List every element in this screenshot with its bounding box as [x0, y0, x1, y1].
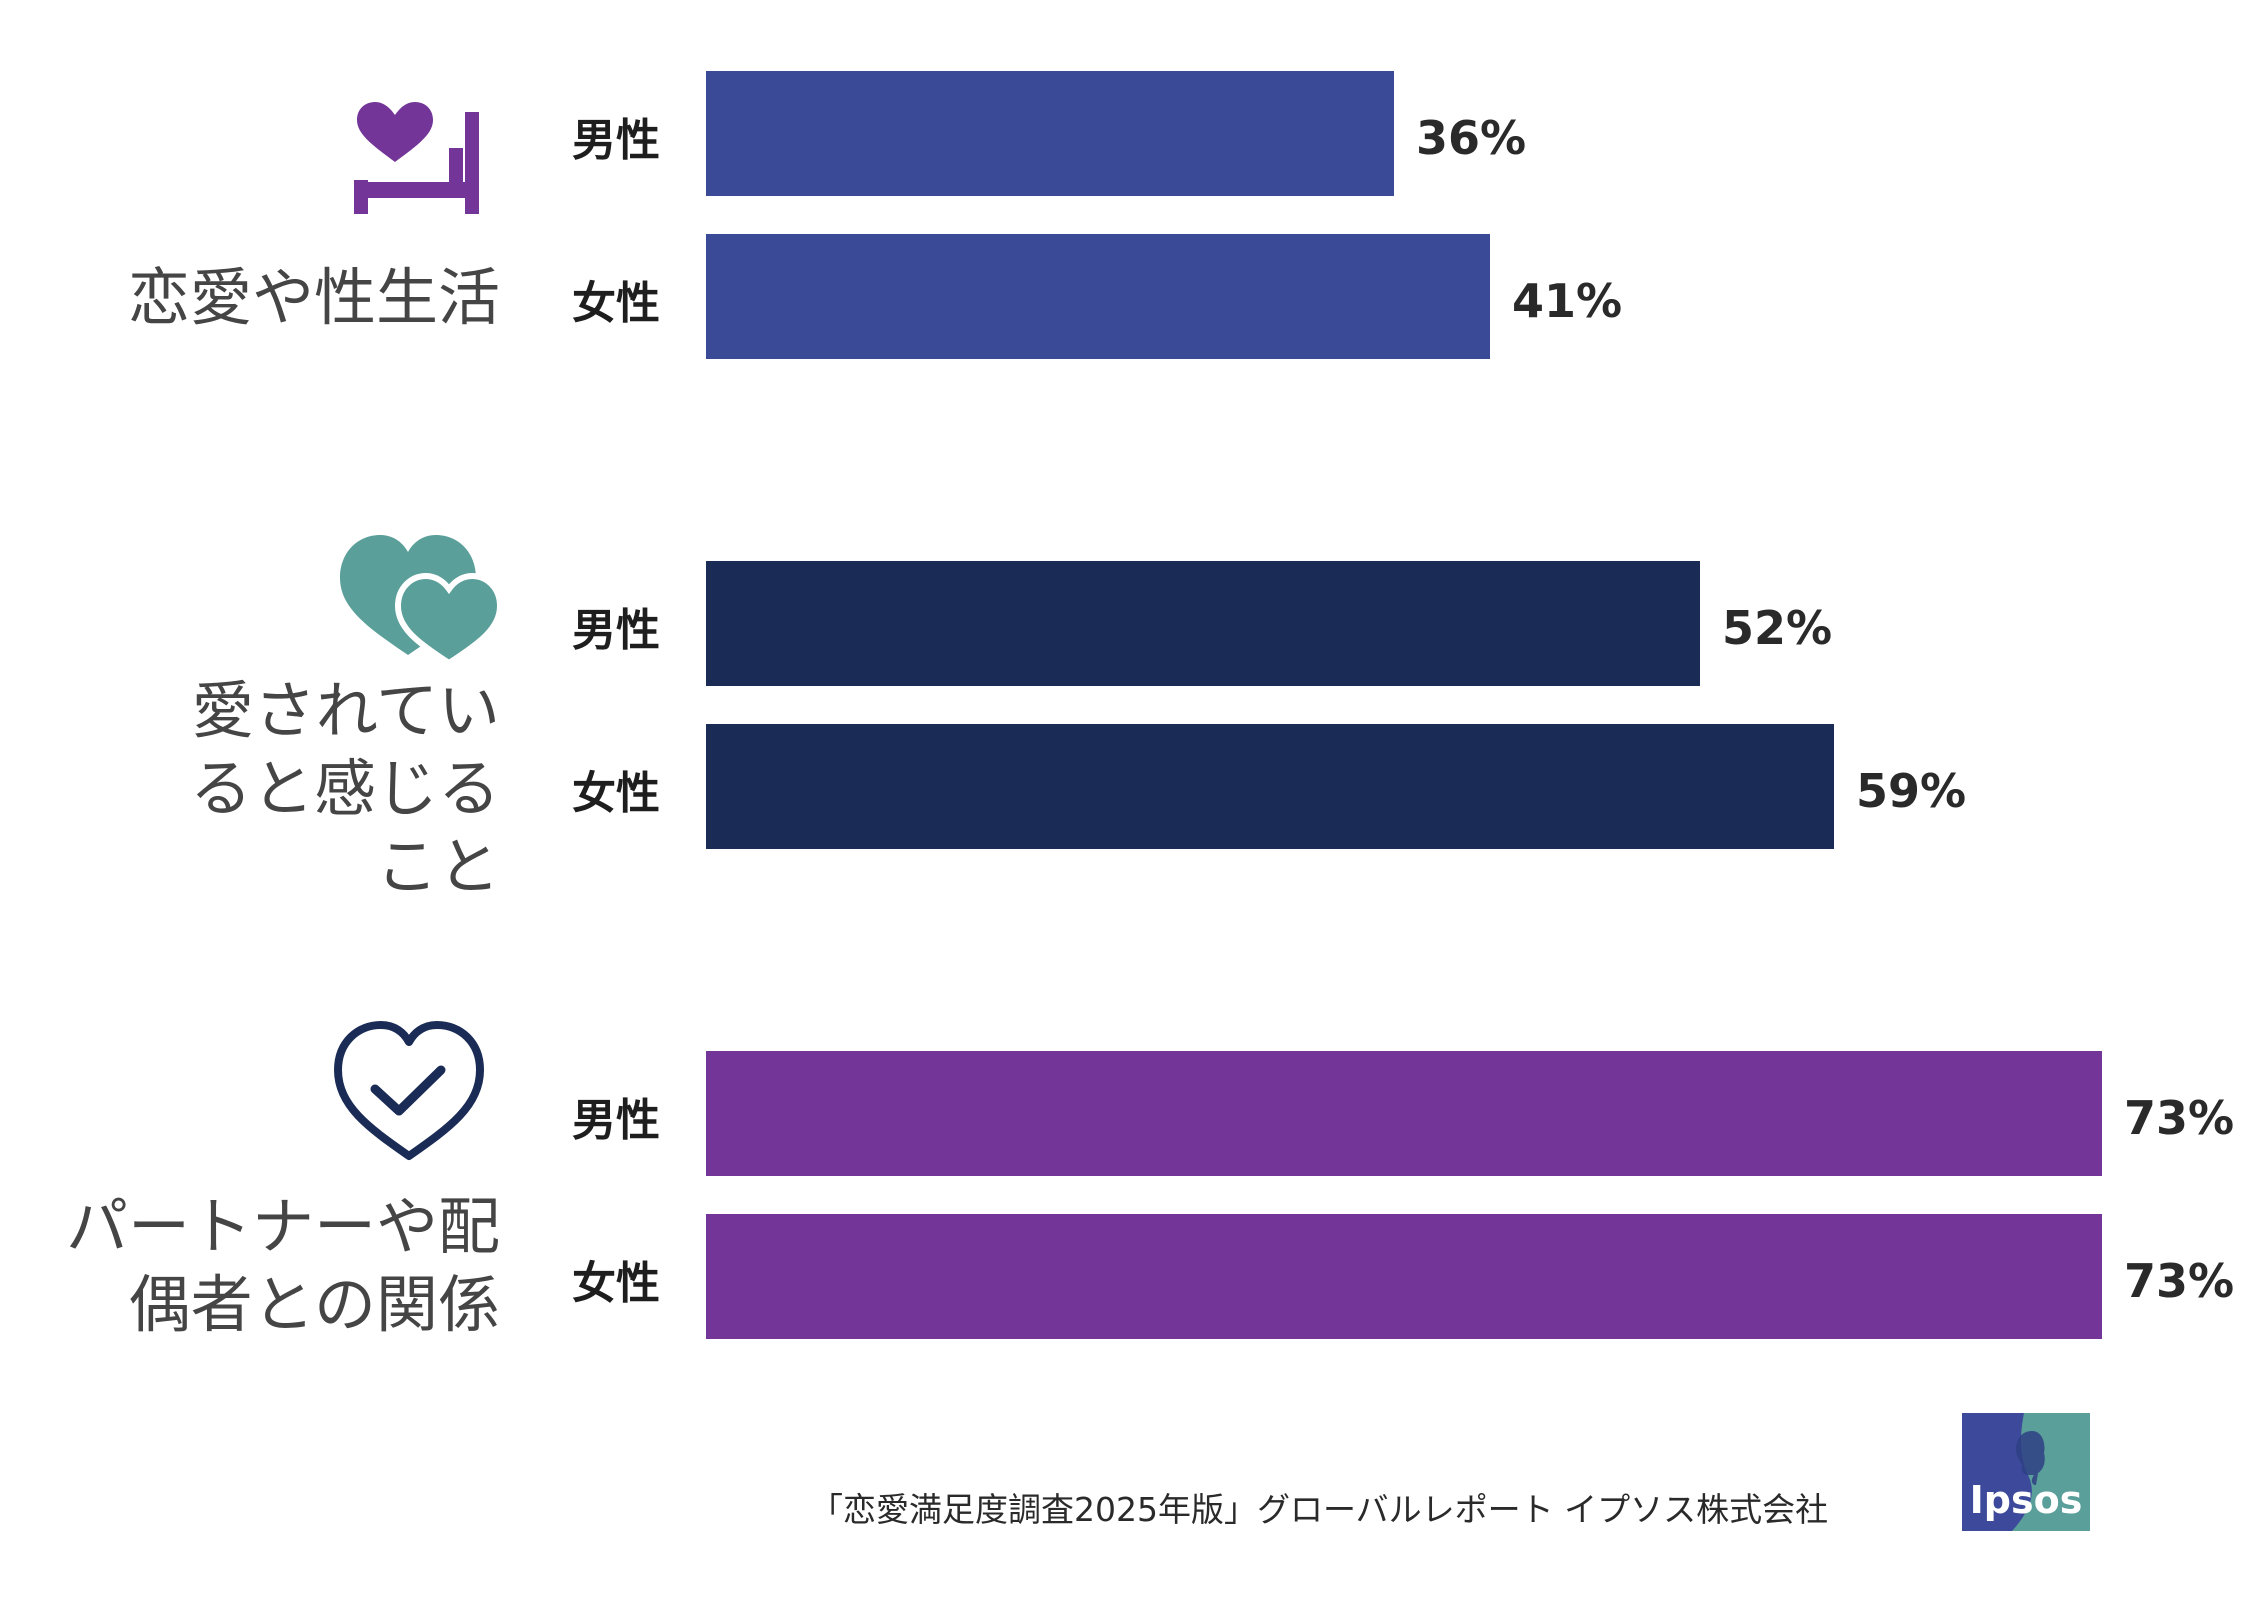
gender-label-female: 女性 — [572, 1258, 660, 1309]
gender-label-male: 男性 — [572, 115, 660, 166]
bar-loved-male — [706, 561, 1700, 686]
bar-loved-female — [706, 724, 1834, 849]
two-hearts-icon — [340, 535, 503, 665]
bar-romance-male — [706, 71, 1394, 196]
heart-bed-icon — [354, 102, 479, 214]
bar-partner-female — [706, 1214, 2102, 1339]
source-footer: 「恋愛満足度調査2025年版」グローバルレポート イプソス株式会社 — [810, 1490, 1829, 1529]
group-label-partner-relationship: パートナーや配 偶者との関係 — [65, 1190, 500, 1341]
value-label: 36% — [1416, 111, 1527, 165]
value-label: 73% — [2124, 1254, 2235, 1308]
bar-romance-female — [706, 234, 1490, 359]
bar-partner-male — [706, 1051, 2102, 1176]
group-label-romance-sex-life: 恋愛や性生活 — [127, 261, 500, 334]
value-label: 59% — [1856, 764, 1967, 818]
value-label: 41% — [1512, 274, 1623, 328]
gender-label-male: 男性 — [572, 605, 660, 656]
gender-label-female: 女性 — [572, 768, 660, 819]
heart-check-icon — [334, 1021, 484, 1160]
value-label: 73% — [2124, 1091, 2235, 1145]
gender-label-female: 女性 — [572, 278, 660, 329]
group-label-feeling-loved: 愛されてい ると感じる こと — [189, 674, 500, 903]
ipsos-logo-text: Ipsos — [1970, 1478, 2083, 1522]
gender-label-male: 男性 — [572, 1095, 660, 1146]
value-label: 52% — [1722, 601, 1833, 655]
ipsos-logo: Ipsos — [1962, 1413, 2090, 1531]
